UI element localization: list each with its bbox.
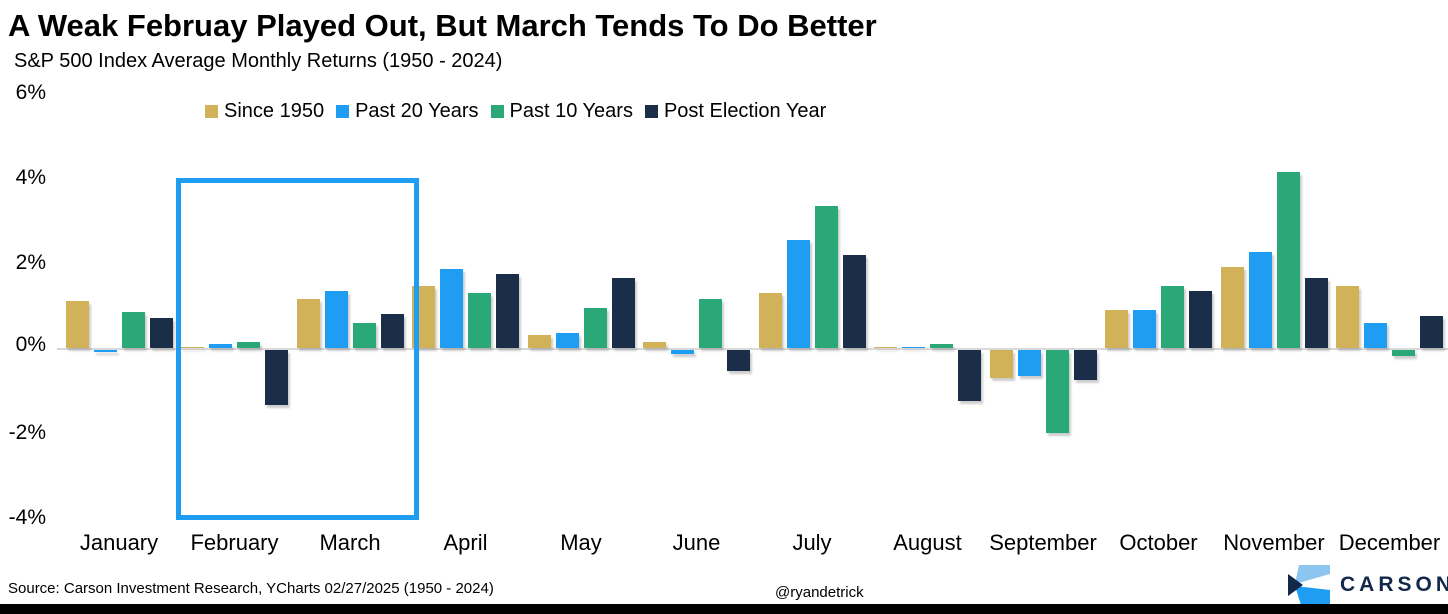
x-axis-label-august: August [893, 530, 962, 555]
x-axis-label-march: March [319, 530, 381, 555]
bar-july-post-election-year [842, 254, 866, 348]
bar-july-past-10-years [814, 205, 838, 348]
bar-march-past-10-years [352, 322, 376, 348]
legend-item: Past 20 Years [336, 100, 479, 123]
bar-march-post-election-year [380, 314, 404, 348]
bar-october-since-1950 [1105, 309, 1128, 348]
carson-logo-icon [1288, 565, 1330, 605]
bar-june-since-1950 [643, 341, 666, 348]
bar-may-post-election-year [611, 277, 635, 348]
carson-wordmark: CARSON [1340, 573, 1448, 596]
bar-november-past-10-years [1276, 171, 1300, 348]
x-axis-label-may: May [560, 530, 602, 555]
bar-january-past-10-years [121, 311, 145, 348]
legend-swatch-icon [205, 105, 218, 118]
x-axis-label-july: July [792, 530, 832, 555]
x-axis-label-october: October [1119, 530, 1198, 555]
bar-january-post-election-year [149, 318, 173, 348]
legend-label: Past 20 Years [355, 100, 479, 122]
bar-march-past-20-years [324, 290, 348, 348]
legend-item: Since 1950 [205, 100, 324, 123]
bar-february-past-20-years [209, 343, 232, 348]
bar-may-since-1950 [527, 335, 551, 348]
bar-april-past-10-years [468, 292, 491, 348]
bar-december-past-20-years [1364, 322, 1387, 348]
bar-march-since-1950 [296, 299, 320, 348]
bar-october-past-20-years [1133, 309, 1156, 348]
legend-swatch-icon [336, 105, 350, 118]
legend-item: Past 10 Years [490, 100, 633, 123]
legend-swatch-icon [644, 105, 658, 118]
bar-july-since-1950 [758, 292, 782, 348]
x-axis-label-april: April [443, 530, 488, 555]
bar-september-past-10-years [1045, 350, 1069, 433]
legend-item: Post Election Year [644, 100, 827, 123]
bar-december-past-10-years [1392, 350, 1415, 357]
february-march-highlight-box [175, 178, 419, 520]
bar-september-past-20-years [1017, 350, 1041, 376]
bar-june-past-10-years [699, 299, 722, 348]
bar-november-since-1950 [1220, 267, 1244, 348]
legend: Since 1950 Past 20 Years Past 10 Years Post… [205, 100, 826, 123]
source-note: Source: Carson Investment Research, YCha… [8, 580, 494, 597]
bar-january-since-1950 [65, 301, 89, 348]
twitter-handle: @ryandetrick [775, 584, 864, 601]
bar-august-since-1950 [874, 346, 897, 348]
legend-label: Past 10 Years [509, 100, 633, 122]
bar-june-past-20-years [671, 350, 694, 355]
bar-october-past-10-years [1161, 286, 1184, 348]
bar-december-post-election-year [1420, 316, 1443, 348]
x-axis-label-january: January [79, 530, 159, 555]
legend-swatch-icon [490, 105, 504, 118]
x-axis-label-february: February [190, 530, 279, 555]
bar-april-past-20-years [440, 269, 463, 348]
bar-november-post-election-year [1304, 277, 1328, 348]
bar-may-past-10-years [583, 307, 607, 348]
y-axis-tick-label: -4% [8, 506, 46, 529]
legend-label: Post Election Year [663, 100, 827, 122]
bar-april-post-election-year [496, 273, 519, 348]
y-axis-tick-label: 2% [15, 251, 46, 274]
bar-january-past-20-years [93, 350, 117, 353]
zero-gridline [57, 348, 1448, 350]
bar-november-past-20-years [1248, 252, 1272, 348]
x-axis-label-june: June [672, 530, 721, 555]
y-axis-tick-label: 6% [15, 81, 46, 104]
x-axis-label-september: September [989, 530, 1097, 555]
bar-september-post-election-year [1073, 350, 1097, 380]
chart-title: A Weak Februay Played Out, But March Ten… [8, 8, 877, 43]
y-axis-tick-label: 0% [15, 333, 46, 356]
bar-february-since-1950 [181, 346, 204, 348]
chart-subtitle: S&P 500 Index Average Monthly Returns (1… [14, 50, 503, 72]
bar-september-since-1950 [989, 350, 1013, 378]
bar-october-post-election-year [1189, 290, 1212, 348]
bar-august-past-10-years [930, 343, 953, 348]
y-axis-tick-label: 4% [15, 166, 46, 189]
bar-february-past-10-years [237, 341, 260, 348]
y-axis-tick-label: -2% [8, 421, 46, 444]
bar-may-past-20-years [555, 333, 579, 348]
bar-august-past-20-years [902, 346, 925, 348]
bar-june-post-election-year [727, 350, 750, 372]
bar-february-post-election-year [265, 350, 288, 406]
x-axis-label-november: November [1223, 530, 1325, 555]
x-axis-label-december: December [1338, 530, 1441, 555]
bar-july-past-20-years [786, 239, 810, 348]
legend-label: Since 1950 [224, 100, 325, 122]
bar-august-post-election-year [958, 350, 981, 401]
footer-black-bar [0, 604, 1448, 614]
bar-december-since-1950 [1336, 286, 1359, 348]
carson-logo: CARSON [1286, 563, 1448, 607]
